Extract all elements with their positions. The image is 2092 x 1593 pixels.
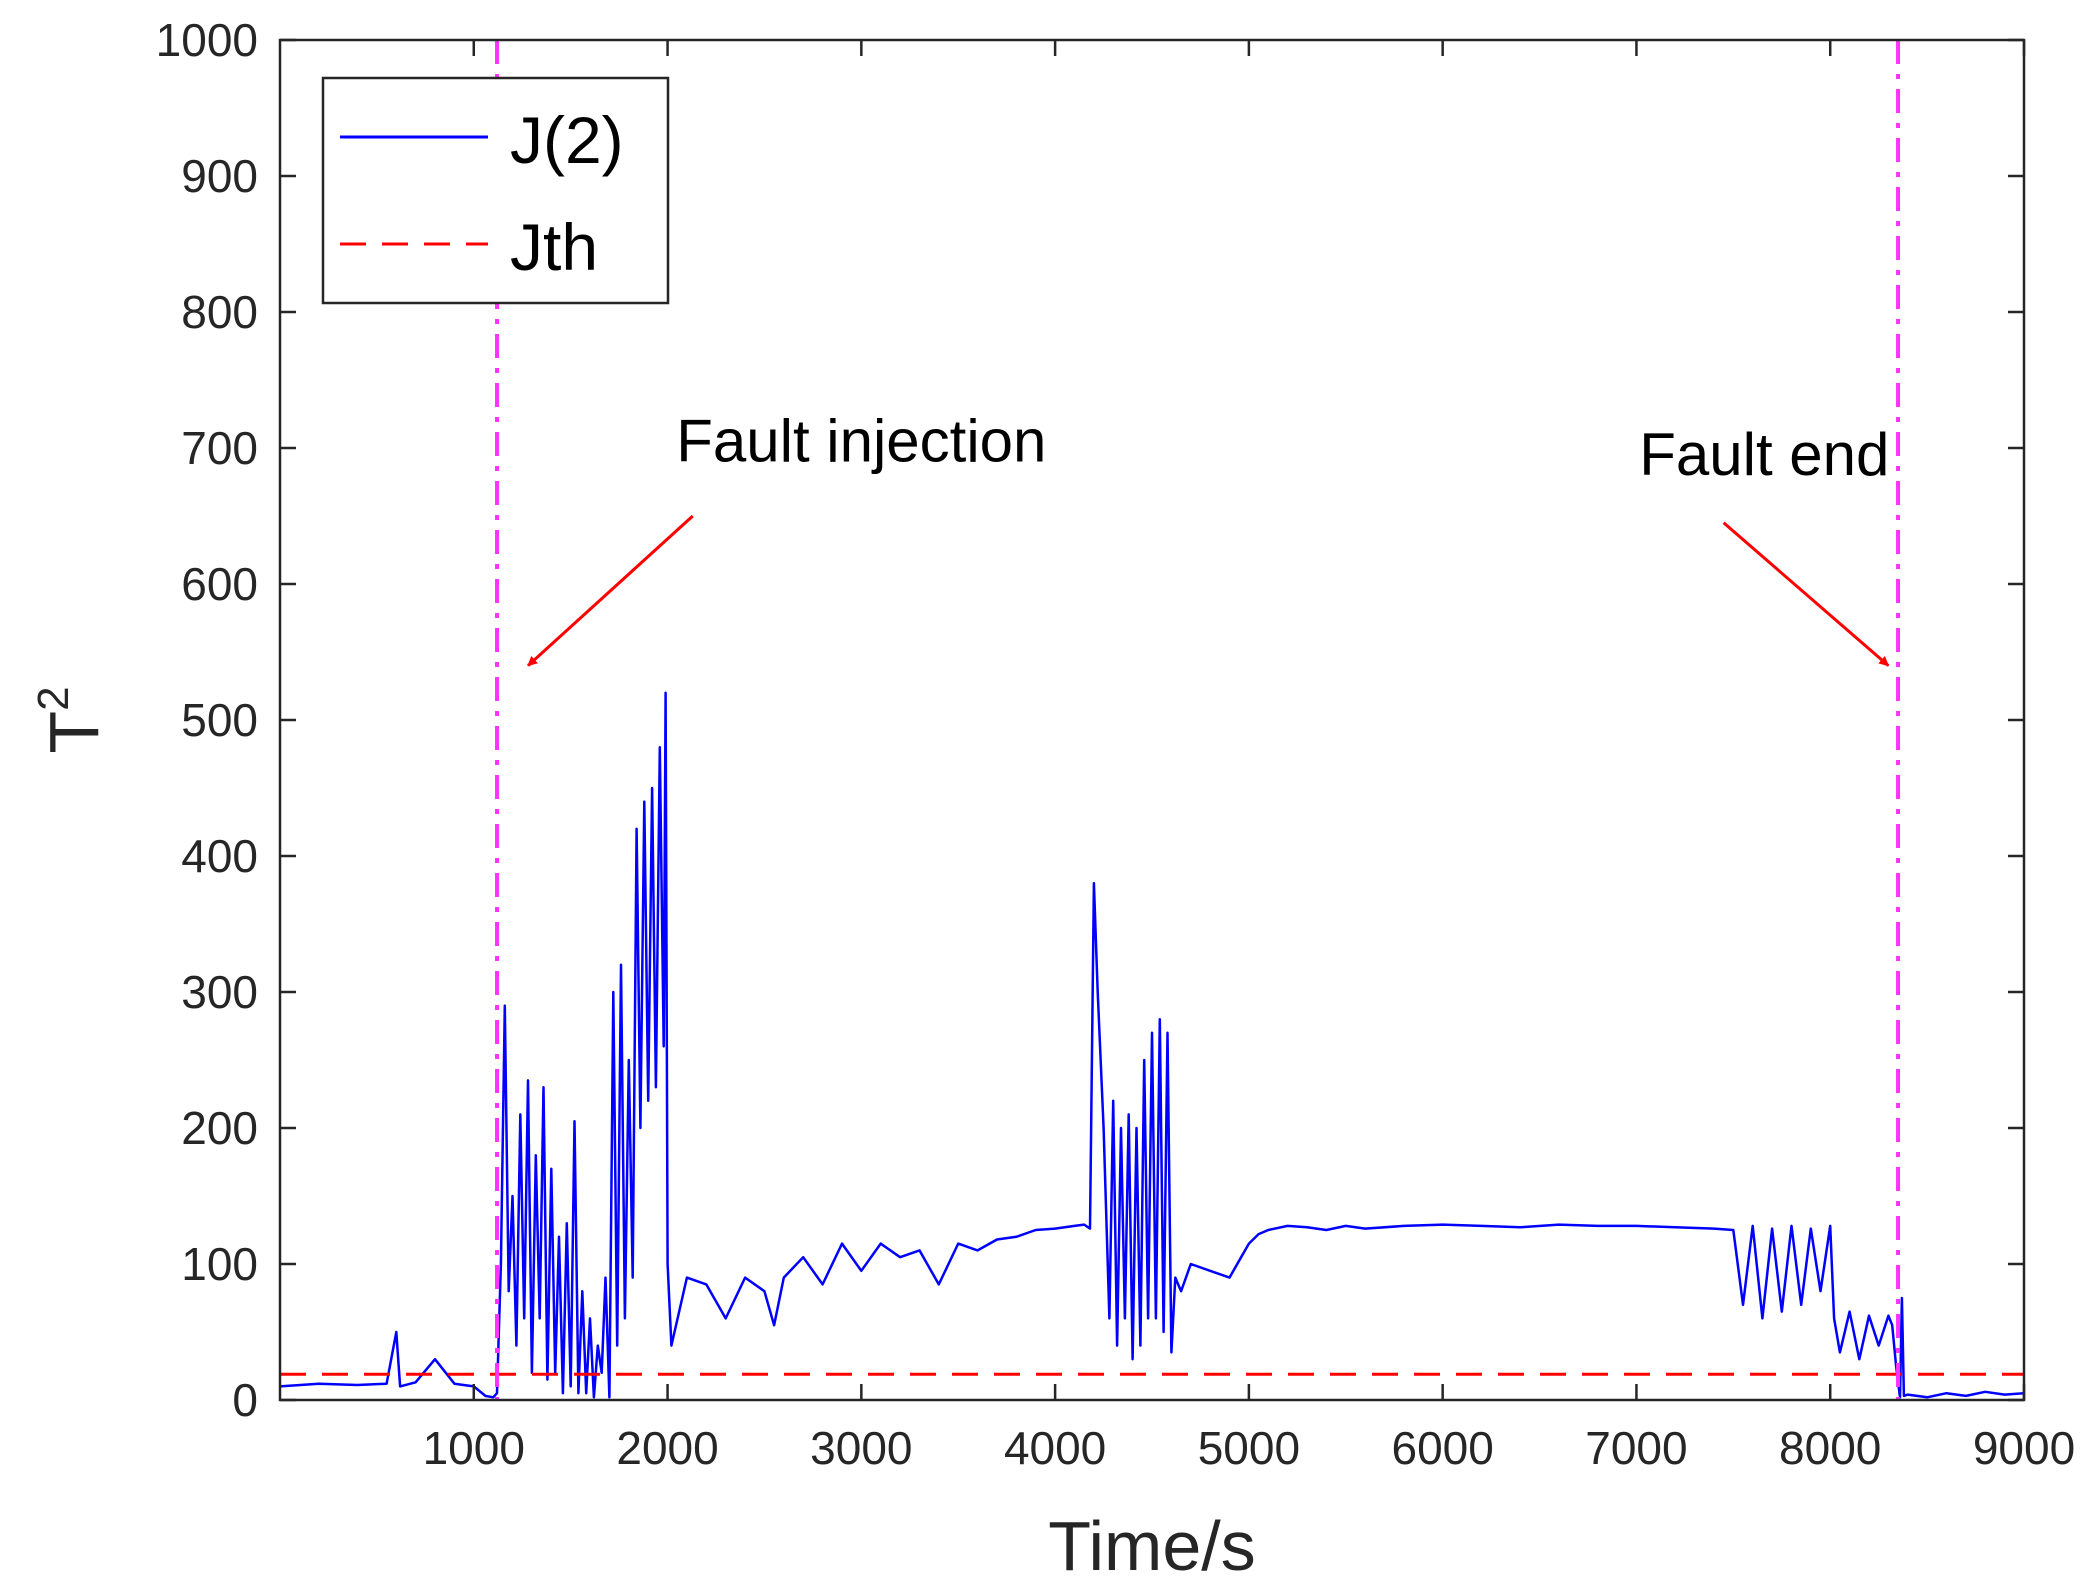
x-tick-label-2000: 2000 <box>616 1422 718 1474</box>
y-tick-label-1000: 1000 <box>156 14 258 66</box>
x-tick-label-8000: 8000 <box>1779 1422 1881 1474</box>
fault-markers <box>495 40 1901 1400</box>
legend-box <box>321 76 670 305</box>
x-tick-label-3000: 3000 <box>810 1422 912 1474</box>
series-line-j-2 <box>279 691 2025 1399</box>
annotation-text-fault-end: Fault end <box>1639 421 1889 488</box>
y-tick-label-800: 800 <box>181 286 258 338</box>
x-tick-label-5000: 5000 <box>1198 1422 1300 1474</box>
y-tick-label-700: 700 <box>181 422 258 474</box>
legend: J(2) Jth <box>321 76 670 305</box>
y-axis-label-base: T <box>35 711 113 754</box>
legend-label-j2: J(2) <box>510 103 624 177</box>
x-tick-label-6000: 6000 <box>1391 1422 1493 1474</box>
y-tick-label-300: 300 <box>181 966 258 1018</box>
y-tick-label-0: 0 <box>232 1374 258 1426</box>
annotations: Fault injection Fault end <box>527 408 1890 667</box>
annotation-arrow-fault-end <box>1722 521 1890 667</box>
y-tick-label-900: 900 <box>181 150 258 202</box>
x-axis-label: Time/s <box>1048 1507 1255 1585</box>
x-tick-label-7000: 7000 <box>1585 1422 1687 1474</box>
annotation-arrow-fault-injection <box>527 514 694 667</box>
y-tick-label-600: 600 <box>181 558 258 610</box>
y-tick-label-400: 400 <box>181 830 258 882</box>
x-tick-label-1000: 1000 <box>423 1422 525 1474</box>
y-axis-label: T2 <box>29 686 113 753</box>
legend-label-jth: Jth <box>510 210 598 284</box>
annotation-text-fault-injection: Fault injection <box>676 408 1046 475</box>
y-axis-label-superscript: 2 <box>29 686 78 710</box>
axis-ticks: 1000 2000 3000 4000 5000 6000 7000 8000 9000 0 100… <box>156 14 2076 1474</box>
series-layer <box>279 691 2025 1399</box>
y-tick-label-200: 200 <box>181 1102 258 1154</box>
y-tick-label-500: 500 <box>181 694 258 746</box>
x-tick-label-9000: 9000 <box>1973 1422 2075 1474</box>
y-tick-label-100: 100 <box>181 1238 258 1290</box>
x-tick-label-4000: 4000 <box>1004 1422 1106 1474</box>
